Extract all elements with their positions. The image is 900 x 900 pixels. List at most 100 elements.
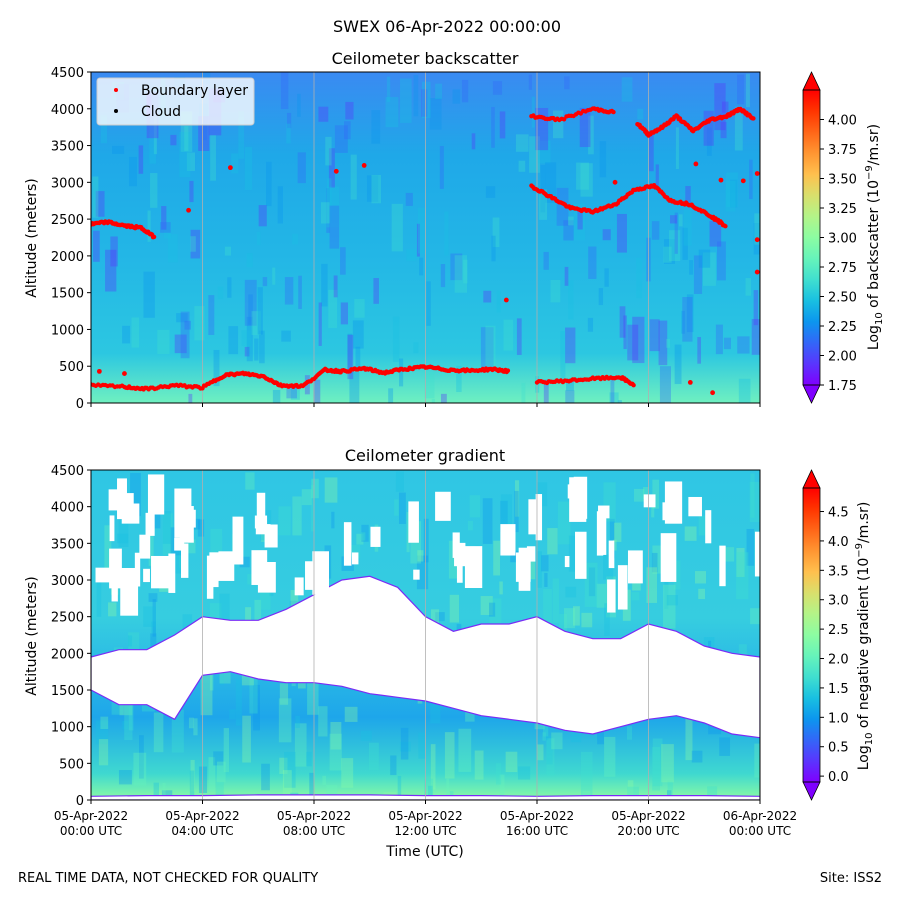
- missing-data-patch: [168, 553, 176, 593]
- y-tick-label: 2000: [51, 250, 84, 265]
- texture-streak: [153, 712, 164, 753]
- texture-streak: [514, 490, 519, 533]
- texture-streak: [596, 583, 607, 608]
- missing-data-patch: [598, 505, 610, 519]
- texture-streak: [413, 342, 419, 354]
- colorbar-tick-label: 3.5: [828, 564, 849, 579]
- texture-streak: [678, 214, 683, 227]
- texture-streak: [686, 294, 694, 333]
- texture-streak: [627, 780, 634, 800]
- texture-streak: [691, 750, 703, 763]
- texture-streak: [627, 786, 640, 800]
- texture-streak: [251, 311, 261, 335]
- texture-streak: [568, 280, 574, 320]
- boundary-layer-point: [505, 368, 511, 373]
- texture-streak: [399, 741, 411, 752]
- texture-streak: [698, 249, 711, 268]
- texture-streak: [406, 511, 410, 553]
- colorbar-extend-min: [802, 781, 821, 801]
- texture-streak: [489, 602, 496, 617]
- texture-streak: [148, 525, 154, 566]
- texture-streak: [188, 717, 194, 729]
- colorbar-tick-label: 3.0: [828, 594, 849, 609]
- missing-data-patch: [143, 568, 150, 583]
- texture-streak: [122, 720, 129, 730]
- texture-streak: [663, 246, 672, 263]
- texture-streak: [216, 761, 226, 783]
- texture-streak: [749, 159, 753, 200]
- texture-streak: [556, 187, 569, 226]
- missing-data-patch: [719, 545, 726, 587]
- texture-streak: [213, 751, 224, 766]
- texture-streak: [563, 220, 574, 241]
- y-tick-label: 2000: [51, 647, 84, 662]
- missing-data-patch: [108, 489, 121, 511]
- texture-streak: [588, 567, 596, 597]
- texture-streak: [483, 290, 492, 303]
- missing-data-patch: [351, 552, 359, 565]
- texture-streak: [499, 111, 506, 139]
- missing-data-patch: [109, 548, 122, 589]
- texture-streak: [279, 683, 289, 705]
- missing-data-patch: [573, 476, 588, 519]
- texture-streak: [568, 535, 581, 572]
- colorbar-tick-label: 2.50: [828, 291, 857, 306]
- texture-streak: [189, 180, 194, 203]
- texture-streak: [503, 319, 514, 351]
- backscatter-x-ticks: [90, 403, 761, 407]
- boundary-layer-point: [186, 207, 191, 213]
- texture-streak: [261, 763, 270, 791]
- texture-streak: [278, 506, 291, 536]
- boundary-layer-point: [122, 371, 127, 376]
- legend-marker-boundary-layer: [114, 88, 118, 92]
- missing-data-patch: [179, 506, 194, 543]
- texture-streak: [238, 111, 245, 159]
- x-tick-label-time: 00:00 UTC: [60, 824, 122, 838]
- texture-streak: [244, 279, 257, 326]
- y-tick-label: 4500: [51, 66, 84, 81]
- boundary-layer-points: [91, 106, 760, 396]
- missing-data-patch: [596, 511, 604, 556]
- texture-streak: [584, 562, 598, 607]
- x-tick-label-date: 05-Apr-2022: [388, 809, 462, 823]
- texture-streak: [485, 325, 496, 367]
- texture-streak: [272, 389, 281, 403]
- texture-streak: [565, 327, 576, 364]
- colorbar-tick-label: 0.5: [828, 741, 849, 756]
- texture-streak: [431, 399, 435, 403]
- texture-streak: [242, 715, 251, 763]
- texture-streak: [139, 735, 144, 779]
- texture-streak: [360, 730, 372, 741]
- missing-data-patch: [370, 526, 381, 547]
- texture-streak: [540, 164, 546, 213]
- texture-streak: [602, 229, 611, 241]
- texture-streak: [301, 489, 312, 506]
- texture-streak: [290, 386, 300, 400]
- texture-streak: [254, 338, 259, 361]
- texture-streak: [213, 349, 220, 387]
- texture-streak: [631, 592, 640, 601]
- texture-streak: [557, 501, 571, 545]
- texture-streak: [417, 550, 424, 562]
- texture-streak: [663, 239, 675, 264]
- missing-data-patch: [343, 522, 352, 566]
- missing-data-patch: [564, 555, 570, 568]
- texture-streak: [418, 732, 426, 759]
- texture-streak: [588, 246, 597, 279]
- boundary-layer-point: [710, 390, 716, 396]
- texture-streak: [435, 612, 445, 622]
- texture-streak: [180, 311, 190, 359]
- texture-streak: [621, 77, 633, 102]
- texture-streak: [187, 539, 196, 554]
- x-tick-label-time: 04:00 UTC: [171, 824, 233, 838]
- texture-streak: [634, 488, 645, 502]
- texture-streak: [108, 602, 117, 617]
- texture-streak: [118, 770, 132, 785]
- texture-streak: [318, 706, 328, 737]
- texture-streak: [632, 582, 641, 591]
- missing-data-patch: [608, 540, 615, 569]
- texture-streak: [663, 584, 676, 629]
- texture-streak: [95, 191, 105, 217]
- boundary-layer-point: [611, 109, 616, 115]
